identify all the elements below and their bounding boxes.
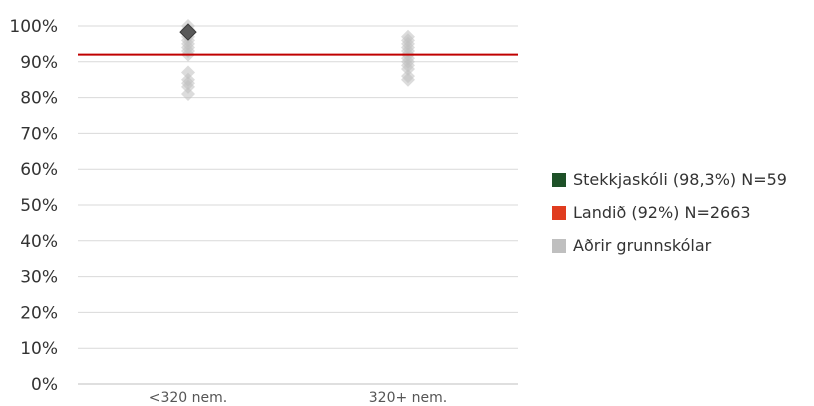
y-tick-label: 30% (20, 268, 58, 288)
legend-swatch-national (552, 205, 566, 220)
gridlines (78, 25, 518, 385)
legend-swatch-others (552, 238, 566, 253)
school-points (179, 23, 197, 41)
school-point (179, 23, 197, 41)
legend-label-school: Stekkjaskóli (98,3%) N=59 (573, 170, 787, 189)
legend-swatch-school (552, 172, 566, 187)
y-tick-label: 100% (9, 17, 58, 37)
other-school-point (181, 79, 195, 94)
y-tick-label: 20% (20, 303, 58, 323)
other-school-point (181, 87, 195, 102)
other-school-point (181, 65, 195, 80)
y-tick-label: 80% (20, 89, 58, 109)
y-tick-label: 50% (20, 196, 58, 216)
y-tick-label: 40% (20, 232, 58, 252)
other-school-point (401, 72, 415, 87)
legend-item-national: Landið (92%) N=2663 (552, 203, 751, 222)
legend-item-school: Stekkjaskóli (98,3%) N=59 (552, 170, 787, 189)
legend-label-others: Aðrir grunnskólar (573, 236, 712, 255)
y-tick-label: 70% (20, 124, 58, 144)
y-tick-label: 0% (31, 375, 58, 395)
legend-label-national: Landið (92%) N=2663 (573, 203, 751, 222)
y-axis-ticks: 0% 10% 20% 30% 40% 50% 60% 70% 80% 90% 100% (9, 17, 58, 395)
y-tick-label: 60% (20, 160, 58, 180)
y-tick-label: 90% (20, 53, 58, 73)
other-schools-points (181, 19, 415, 102)
x-axis-ticks: <320 nem. 320+ nem. (149, 390, 447, 406)
other-school-point (401, 61, 415, 76)
y-tick-label: 10% (20, 339, 58, 359)
x-tick-label: <320 nem. (149, 390, 227, 406)
x-tick-label: 320+ nem. (369, 390, 447, 406)
legend-item-others: Aðrir grunnskólar (552, 236, 711, 255)
